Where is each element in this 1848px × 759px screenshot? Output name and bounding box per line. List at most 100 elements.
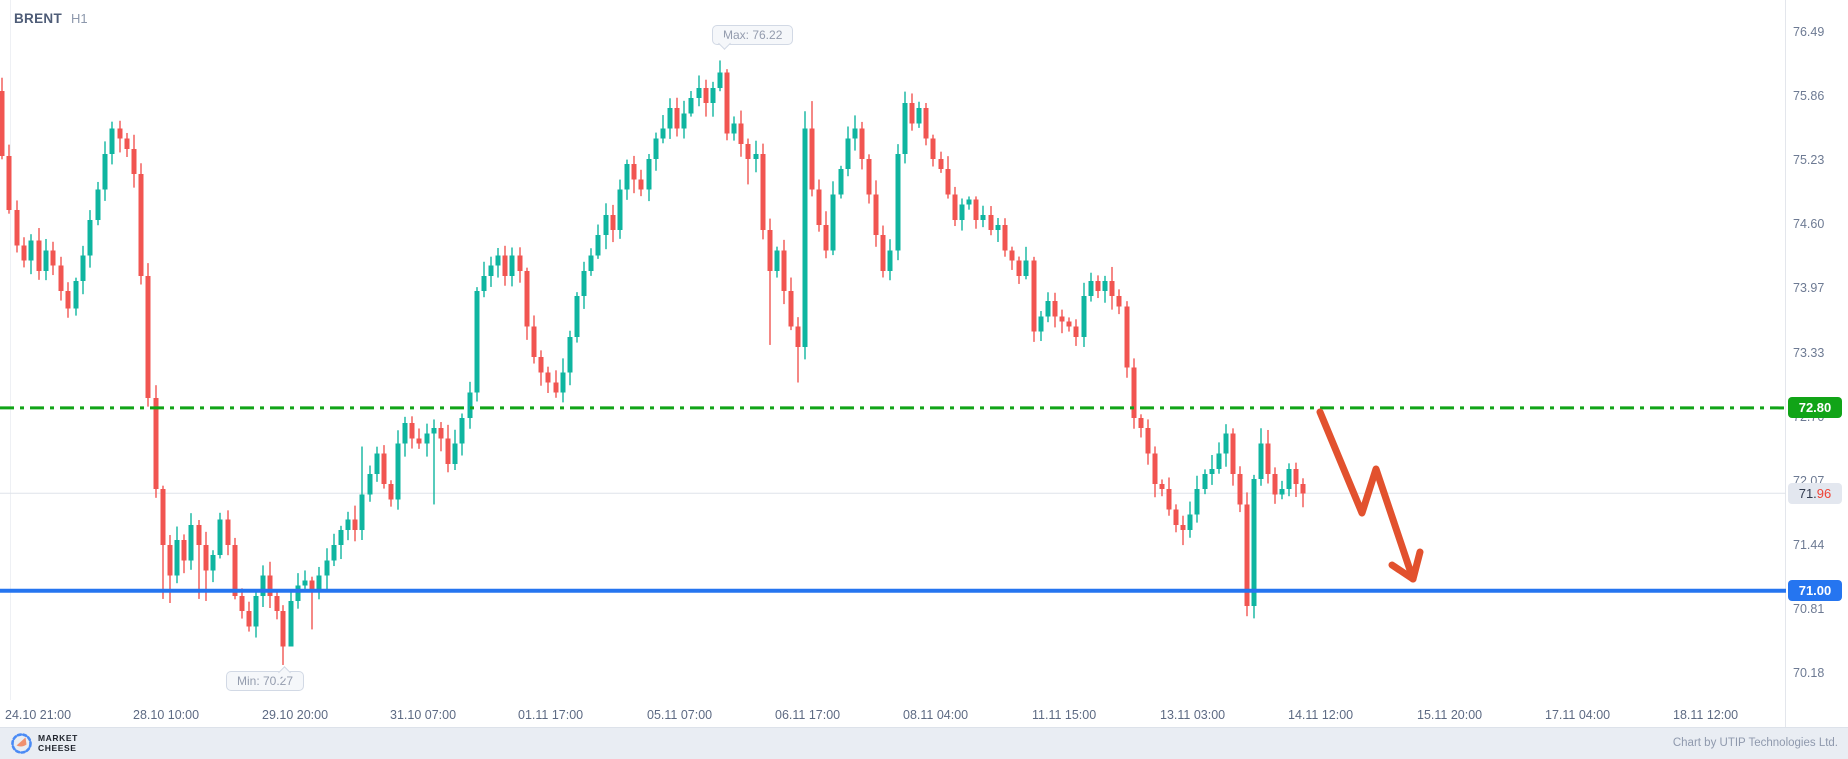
candle-body [431,428,437,434]
candle-body [395,443,401,500]
price-tick-label: 70.81 [1793,602,1825,617]
candle-body [710,87,716,104]
candle-body [409,423,415,439]
candle-body [531,326,537,358]
candle-body [203,545,209,571]
time-tick-label: 06.11 17:00 [775,708,841,722]
candle-body [452,443,458,464]
candle-body [196,524,202,546]
candle-body [260,575,266,596]
candle-body [280,611,286,647]
candle-body [1180,524,1186,530]
candle-body [916,108,922,124]
candle-body [1116,296,1122,307]
candles-series [0,60,1306,665]
trend-arrow[interactable] [1316,408,1417,583]
candle-body [581,270,587,297]
candle-body [232,545,238,596]
candle-body [153,397,159,490]
time-tick-label: 31.10 07:00 [390,708,457,722]
candle-body [1102,280,1108,292]
candle-body [1300,484,1306,494]
time-tick-label: 17.11 04:00 [1545,708,1611,722]
price-tick-label: 76.49 [1793,25,1825,40]
candle-body [909,103,915,124]
candle-body [959,204,965,220]
candle-body [445,438,451,464]
candle-body [416,438,422,444]
candle-body [338,529,344,546]
candle-body [1131,367,1137,419]
candle-body [760,153,766,231]
candle-body [131,148,137,175]
price-tick-label: 70.18 [1793,666,1825,681]
candle-body [495,255,501,266]
candle-body [838,169,844,195]
candle-body [624,164,630,190]
candle-body [1209,468,1215,474]
candle-body [1038,316,1044,332]
current-price-frac: 96 [1816,485,1832,501]
candle-body [1023,260,1029,276]
candle-body [930,138,936,160]
candle-body [43,250,49,271]
candle-body [1173,509,1179,525]
candle-body [545,372,551,383]
candle-body [345,519,351,530]
brand-name: MARKET CHEESE [38,733,78,753]
candle-body [845,138,851,170]
candle-body [631,164,637,180]
candle-body [138,174,144,276]
candle-body [1002,225,1008,251]
time-tick-label: 28.10 10:00 [133,708,200,722]
candle-body [374,453,380,474]
candle-body [553,382,559,393]
current-price-int: 71. [1798,485,1817,501]
max-price-tooltip: Max: 76.22 [712,25,794,50]
candle-body [674,108,680,129]
candle-body [1244,504,1250,607]
time-tick-label: 24.10 21:00 [5,708,72,722]
candle-body [267,575,273,596]
candle-body [1059,316,1065,322]
candle-body [681,113,687,129]
candle-body [95,189,101,220]
candle-body [488,265,494,276]
candle-body [288,600,294,647]
candle-body [352,519,358,530]
candle-body [952,194,958,220]
candle-body [660,128,666,139]
candle-body [852,128,858,139]
candle-body [1066,321,1072,327]
candle-body [73,280,79,309]
candle-body [1258,443,1264,480]
price-tick-label: 73.33 [1793,346,1825,361]
candle-body [1166,489,1172,510]
trend-arrow-head[interactable] [1388,548,1424,583]
candle-body [438,428,444,439]
candle-body [1009,250,1015,261]
candle-body [1286,468,1292,490]
candle-body [980,214,986,220]
candle-body [174,540,180,576]
candle-body [795,326,801,347]
time-tick-label: 18.11 12:00 [1673,708,1739,722]
candle-body [767,230,773,271]
brand-name-line1: MARKET [38,733,78,744]
candle-body [1293,468,1299,485]
candle-body [638,179,644,190]
candle-body [502,255,508,276]
candle-body [988,214,994,231]
candle-body [595,235,601,256]
candle-body [560,372,566,393]
candle-body [181,540,187,561]
candle-body [424,433,430,444]
candle-body [1138,418,1144,429]
candle-body [210,555,216,571]
candle-body [538,357,544,373]
candle-body [603,214,609,236]
candle-body [1279,489,1285,495]
cheese-logo-icon [11,733,32,754]
timeframe-label: H1 [71,11,88,26]
